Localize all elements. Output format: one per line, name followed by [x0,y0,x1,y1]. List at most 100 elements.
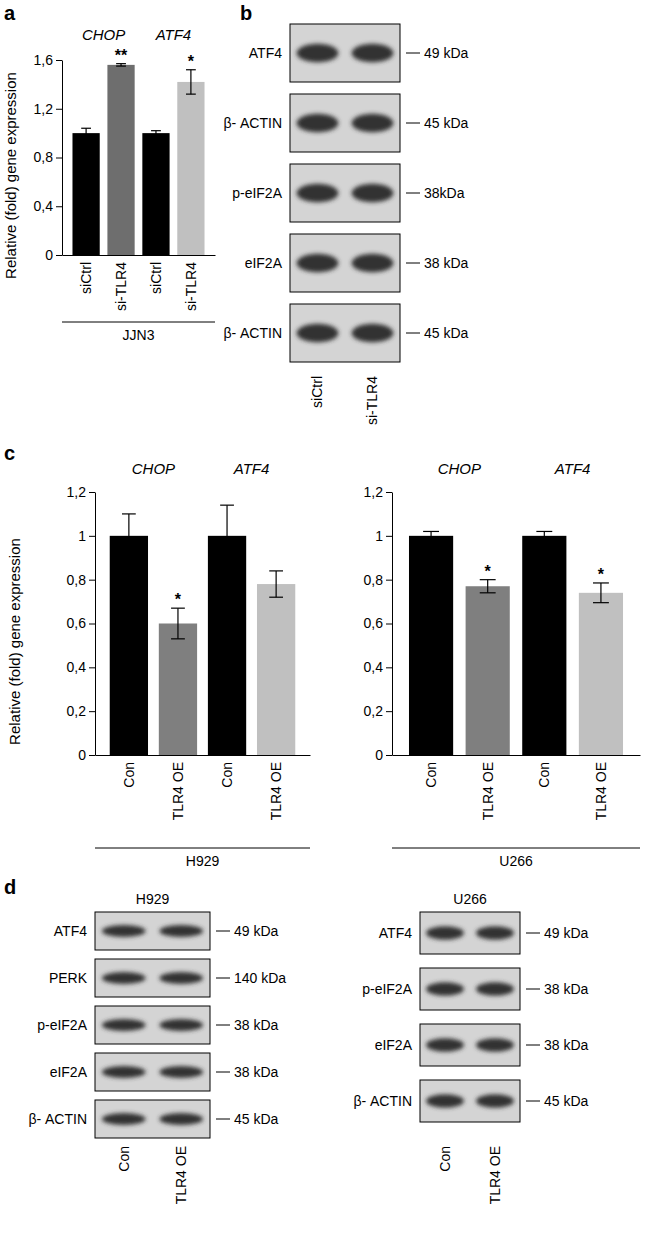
tick-label: 0 [375,747,383,763]
tick: TLR4 OE [480,762,496,820]
protein-label: p-eIF2A [37,1017,87,1033]
error-stem [600,583,601,603]
y-label: Relative (fold) gene expression [6,538,23,745]
blot-box [95,912,210,950]
error-cap [536,540,552,541]
tick: Con [536,762,552,788]
bar [257,584,295,755]
panel-label: b [240,2,252,24]
tick: 0 [45,247,62,263]
tick-label: Con [536,762,552,788]
significance: * [175,591,182,608]
tick-mark [89,711,95,712]
blot-row: eIF2A38 kDa [245,234,469,292]
tick: 0,2 [67,703,95,719]
blot-row: β- ACTIN45 kDa [223,304,468,362]
size-marker [216,978,230,979]
protein-label: PERK [49,970,88,986]
error-stem [544,531,545,540]
bar [466,586,510,755]
error-cap [220,566,234,567]
error-stem [226,505,227,566]
blot-row: β- ACTIN45 kDa [353,1080,588,1122]
tick-mark [386,536,392,537]
error-cap [116,65,126,66]
error-bar [122,514,136,558]
tick-label: 0,8 [67,572,87,588]
size-marker [216,1072,230,1073]
bracket [95,848,310,849]
significance: * [598,566,605,583]
error-cap [423,540,439,541]
tick-mark [386,492,392,493]
blot-box [95,1006,210,1044]
tick-label: TLR4 OE [480,762,496,820]
protein-label: β- ACTIN [223,115,282,131]
blot-row: β- ACTIN45 kDa [28,1100,278,1138]
western-blot: ATF449 kDaβ- ACTIN45 kDap-eIF2A38kDaeIF2… [223,24,468,425]
blot-box [420,1024,520,1066]
bar-chart: 00,20,40,60,811,2ConTLR4 OEConTLR4 OECHO… [6,460,311,869]
tick: si-TLR4 [113,262,129,311]
band [297,44,339,63]
bar-chart: 00,20,40,60,811,2ConTLR4 OEConTLR4 OECHO… [364,460,641,869]
error-cap [81,137,91,138]
tick: 0,4 [67,659,95,675]
blot-box [290,304,400,362]
blot-box [420,1080,520,1122]
error-cap [480,592,496,593]
error-cap [593,602,609,603]
tick: 1,2 [34,101,62,117]
size-label: 45 kDa [424,115,469,131]
tick-label: 0,2 [364,703,384,719]
axis-line [393,755,641,756]
tick-label: 0,8 [34,149,54,165]
error-bar [81,128,91,138]
error-bar [220,505,234,566]
band [102,1113,146,1125]
axis-line [62,61,63,256]
tick-label: Con [121,762,137,788]
blot-row: p-eIF2A38kDa [232,164,464,222]
bar [579,593,623,755]
size-marker [526,989,540,990]
tick-mark [56,60,62,61]
blot-row: β- ACTIN 45 kDa [223,94,468,152]
lane-label: Con [116,1146,132,1172]
blot-box [420,912,520,954]
size-label: 45 kDa [424,325,469,341]
band [159,1066,203,1078]
tick-mark [56,109,62,110]
band [159,1019,203,1031]
band [426,1038,464,1051]
band [426,982,464,995]
tick: TLR4 OE [593,762,609,820]
group-label: ATF4 [233,460,270,477]
tick: 0,6 [364,615,392,631]
band [352,44,394,63]
tick: 0,8 [364,572,392,588]
band [476,1094,514,1107]
tick: Con [219,762,235,788]
size-label: 38 kDa [544,1037,589,1053]
size-marker [526,1045,540,1046]
tick-label: 0,2 [67,703,87,719]
blot-row: PERK140 kDa [49,959,286,997]
error-cap [171,638,185,639]
band [352,114,394,133]
tick-mark [89,580,95,581]
band [102,925,146,937]
tick: 0,2 [364,703,392,719]
bar [142,133,169,255]
band [159,1113,203,1125]
error-cap [122,513,136,514]
plot-marks [110,505,296,755]
tick-label: 1 [375,528,383,544]
protein-label: p-eIF2A [232,185,282,201]
tick-label: TLR4 OE [170,762,186,820]
tick: siCtrl [78,262,94,294]
panel-label: c [4,442,15,464]
group-label: ATF4 [554,460,591,477]
significance: ** [115,47,128,64]
error-stem [155,131,156,136]
